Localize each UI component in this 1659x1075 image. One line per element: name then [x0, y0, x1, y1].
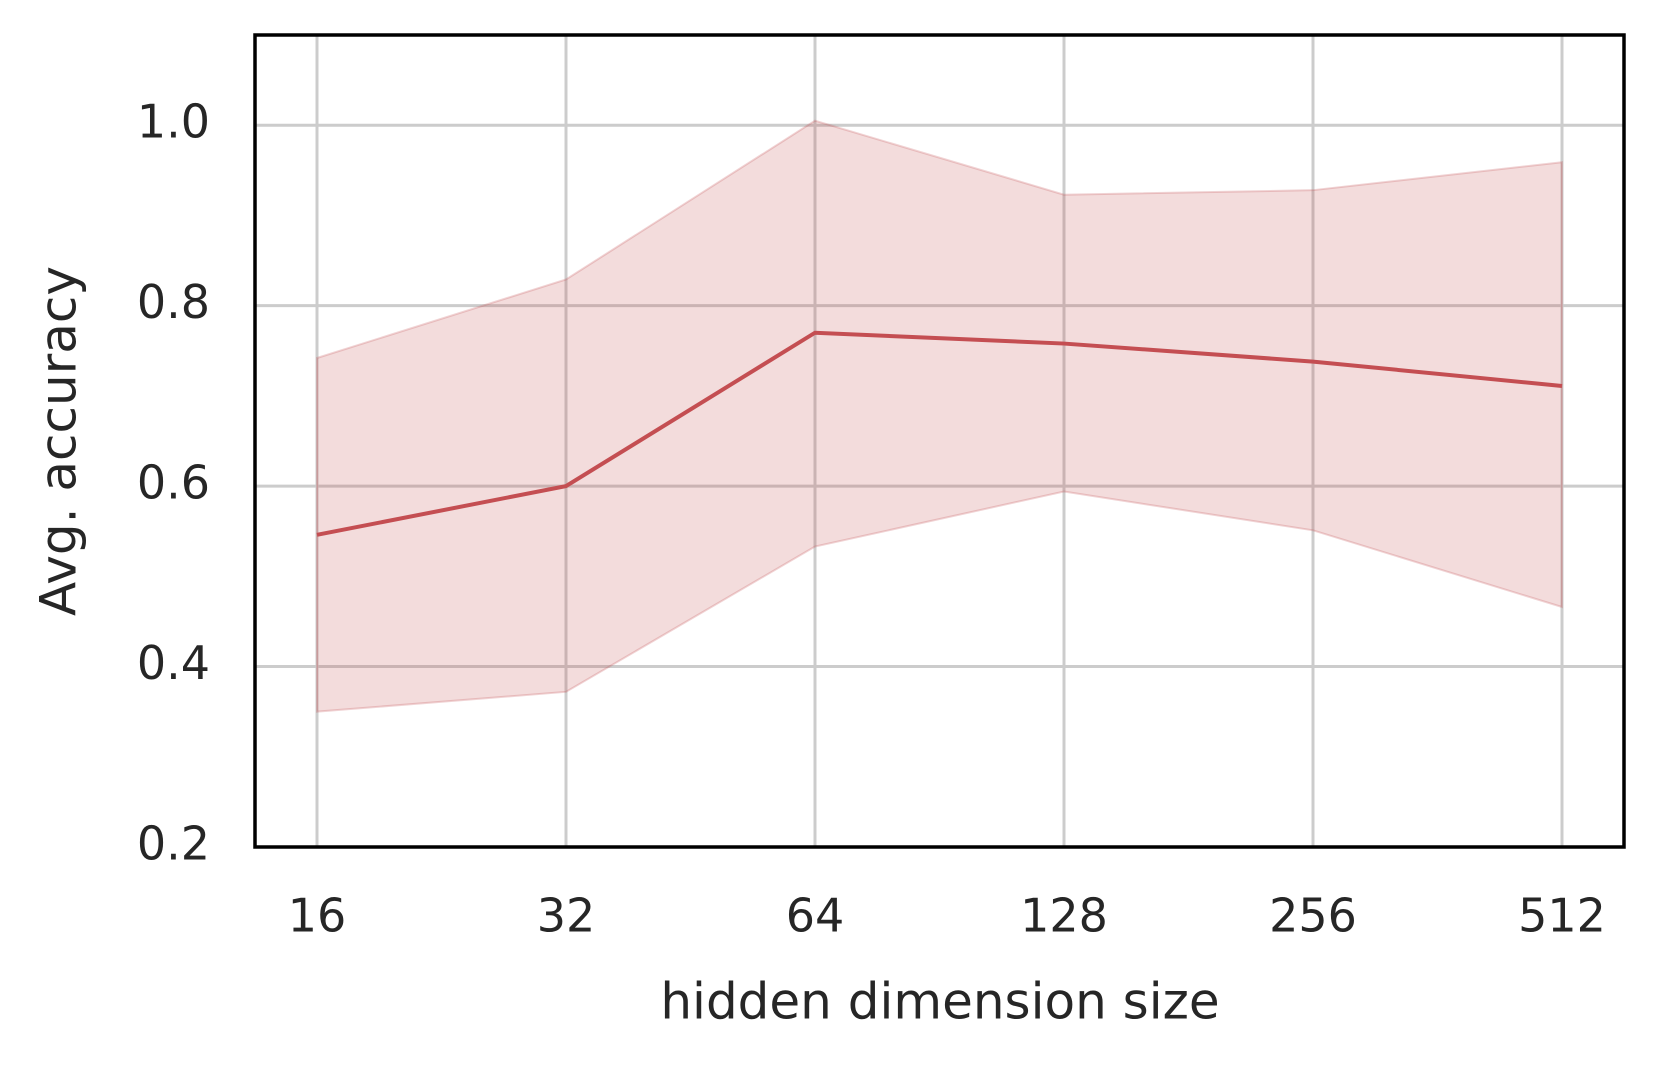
y-tick-label: 0.4 [137, 636, 210, 690]
x-tick-label: 256 [1269, 889, 1357, 943]
line [316, 330, 1563, 537]
plot-frame [253, 33, 1626, 849]
x-axis-label: hidden dimension size [660, 973, 1219, 1031]
y-tick-label: 0.6 [137, 456, 210, 510]
y-tick-label: 1.0 [137, 95, 210, 149]
x-tick-label: 16 [288, 889, 347, 943]
x-tick-label: 64 [786, 889, 845, 943]
y-tick-label: 0.8 [137, 275, 210, 329]
x-tick-label: 512 [1518, 889, 1606, 943]
error-band [316, 119, 1563, 713]
y-tick-label: 0.2 [137, 817, 210, 871]
x-tick-label: 32 [537, 889, 596, 943]
x-tick-label: 128 [1020, 889, 1108, 943]
y-axis-label: Avg. accuracy [30, 266, 88, 616]
